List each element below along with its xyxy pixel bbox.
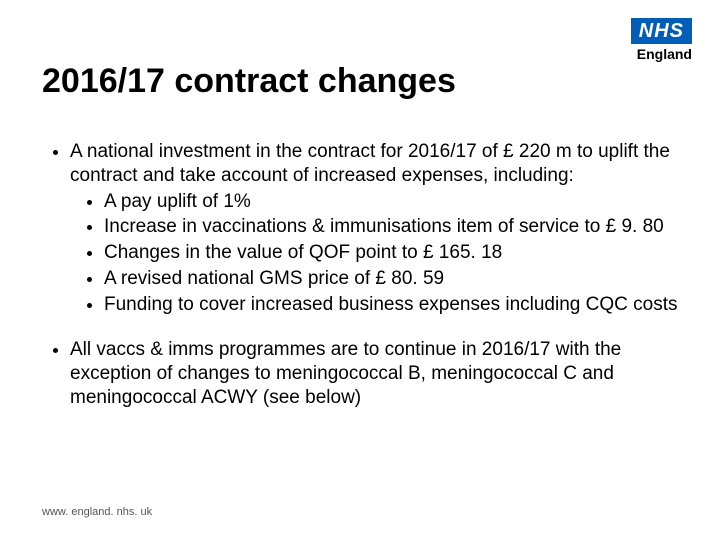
bullet-1-text: A national investment in the contract fo… [70,141,670,186]
bullet-1e: Funding to cover increased business expe… [104,293,678,317]
bullet-1d: A revised national GMS price of £ 80. 59 [104,267,678,291]
slide: NHS England 2016/17 contract changes A n… [0,0,720,540]
bullet-list: A national investment in the contract fo… [42,140,678,410]
bullet-1-sublist: A pay uplift of 1% Increase in vaccinati… [70,190,678,317]
bullet-1c: Changes in the value of QOF point to £ 1… [104,241,678,265]
bullet-2: All vaccs & imms programmes are to conti… [70,338,678,409]
bullet-1b: Increase in vaccinations & immunisations… [104,215,678,239]
nhs-logo-box: NHS [631,18,692,44]
nhs-logo-subtext: England [631,46,692,62]
footer-url: www. england. nhs. uk [42,506,152,518]
bullet-1: A national investment in the contract fo… [70,140,678,316]
bullet-1a: A pay uplift of 1% [104,190,678,214]
slide-title: 2016/17 contract changes [42,62,456,101]
nhs-logo: NHS England [631,18,692,62]
slide-content: A national investment in the contract fo… [42,140,678,432]
